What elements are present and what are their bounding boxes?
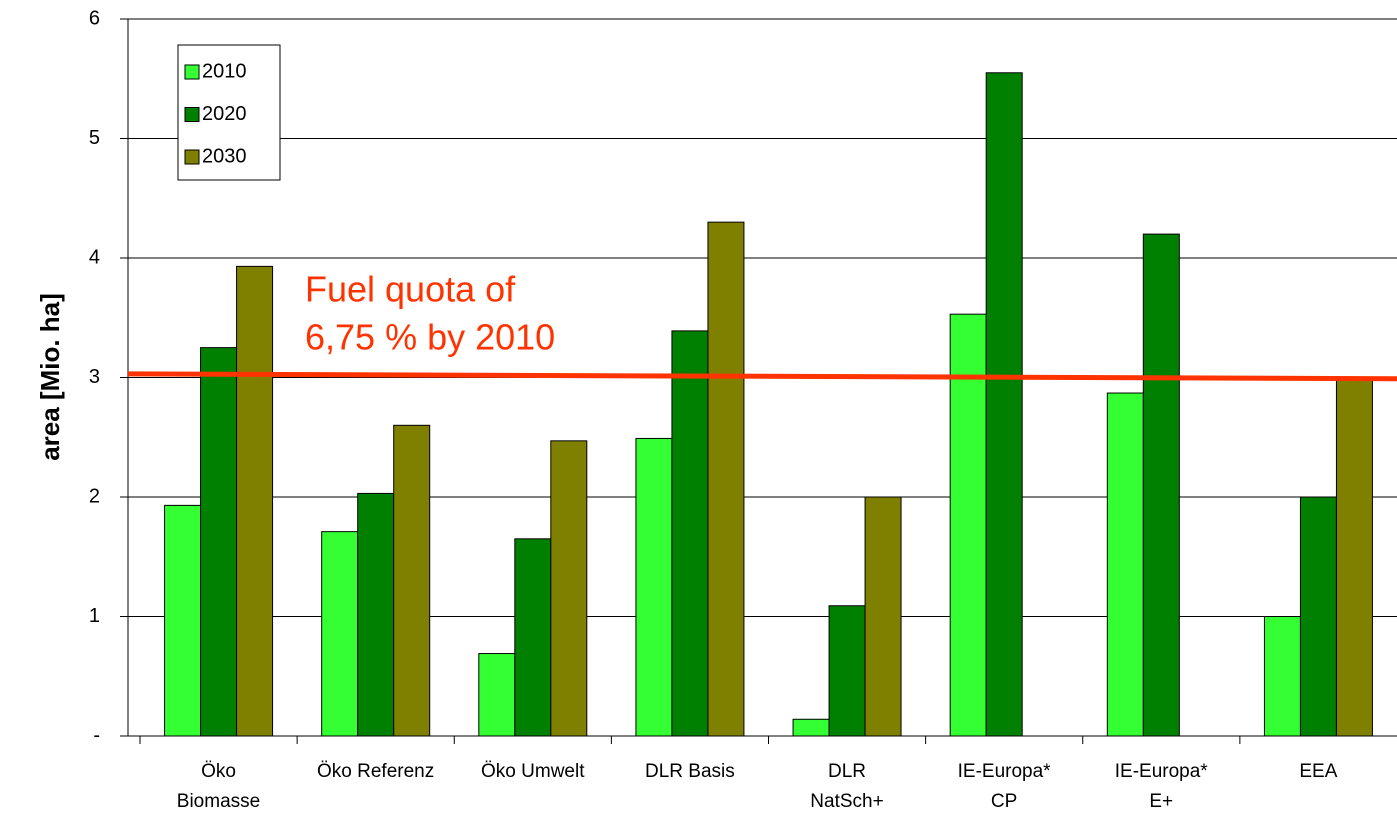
legend-label: 2010 (202, 60, 247, 82)
x-tick-label: IE-Europa* CP (957, 761, 1051, 812)
legend-label: 2030 (202, 145, 247, 167)
legend-swatch (184, 64, 200, 80)
y-tick-label: 1 (89, 605, 100, 627)
bar (1142, 233, 1180, 737)
bar (1106, 392, 1144, 737)
bar (164, 504, 202, 737)
annotation: 6,75 % by 2010 (305, 317, 555, 358)
y-tick-label: 4 (89, 246, 100, 268)
bar (864, 496, 902, 737)
bar (478, 653, 516, 737)
bar (514, 538, 552, 737)
annotation: Fuel quota of (305, 269, 516, 310)
x-tick-label: EEA (1299, 761, 1338, 782)
legend-label: 2020 (202, 103, 247, 125)
reference-line (127, 371, 1397, 382)
y-tick-label: 6 (89, 7, 100, 29)
x-tick-label: Öko Umwelt (481, 761, 585, 782)
legend-swatch (184, 107, 200, 122)
bar (236, 265, 274, 737)
bar (828, 605, 866, 737)
bar (792, 718, 830, 737)
bar (1299, 496, 1337, 737)
bar (635, 437, 673, 737)
bar (200, 347, 238, 737)
bar (550, 440, 588, 737)
y-tick-label: 3 (89, 366, 100, 388)
x-tick-label: DLR Basis (645, 761, 735, 782)
bar (1335, 377, 1373, 737)
x-tick-label: DLR NatSch+ (810, 761, 884, 812)
x-tick-label: Öko Biomasse (176, 761, 261, 812)
bar (393, 424, 431, 737)
y-axis-label: area [Mio. ha] (35, 293, 65, 461)
y-tick-label: - (93, 724, 100, 746)
y-tick-label: 2 (89, 485, 100, 507)
x-tick-label: IE-Europa* E+ (1114, 761, 1208, 812)
y-tick-label: 5 (89, 127, 100, 149)
bar (1263, 616, 1301, 737)
bar (985, 72, 1023, 737)
bar (321, 531, 359, 737)
x-tick-label: Öko Referenz (317, 761, 435, 782)
bar (671, 330, 709, 737)
bar (707, 221, 745, 737)
bar (357, 492, 395, 737)
legend-swatch (184, 149, 200, 165)
bar (949, 313, 987, 737)
